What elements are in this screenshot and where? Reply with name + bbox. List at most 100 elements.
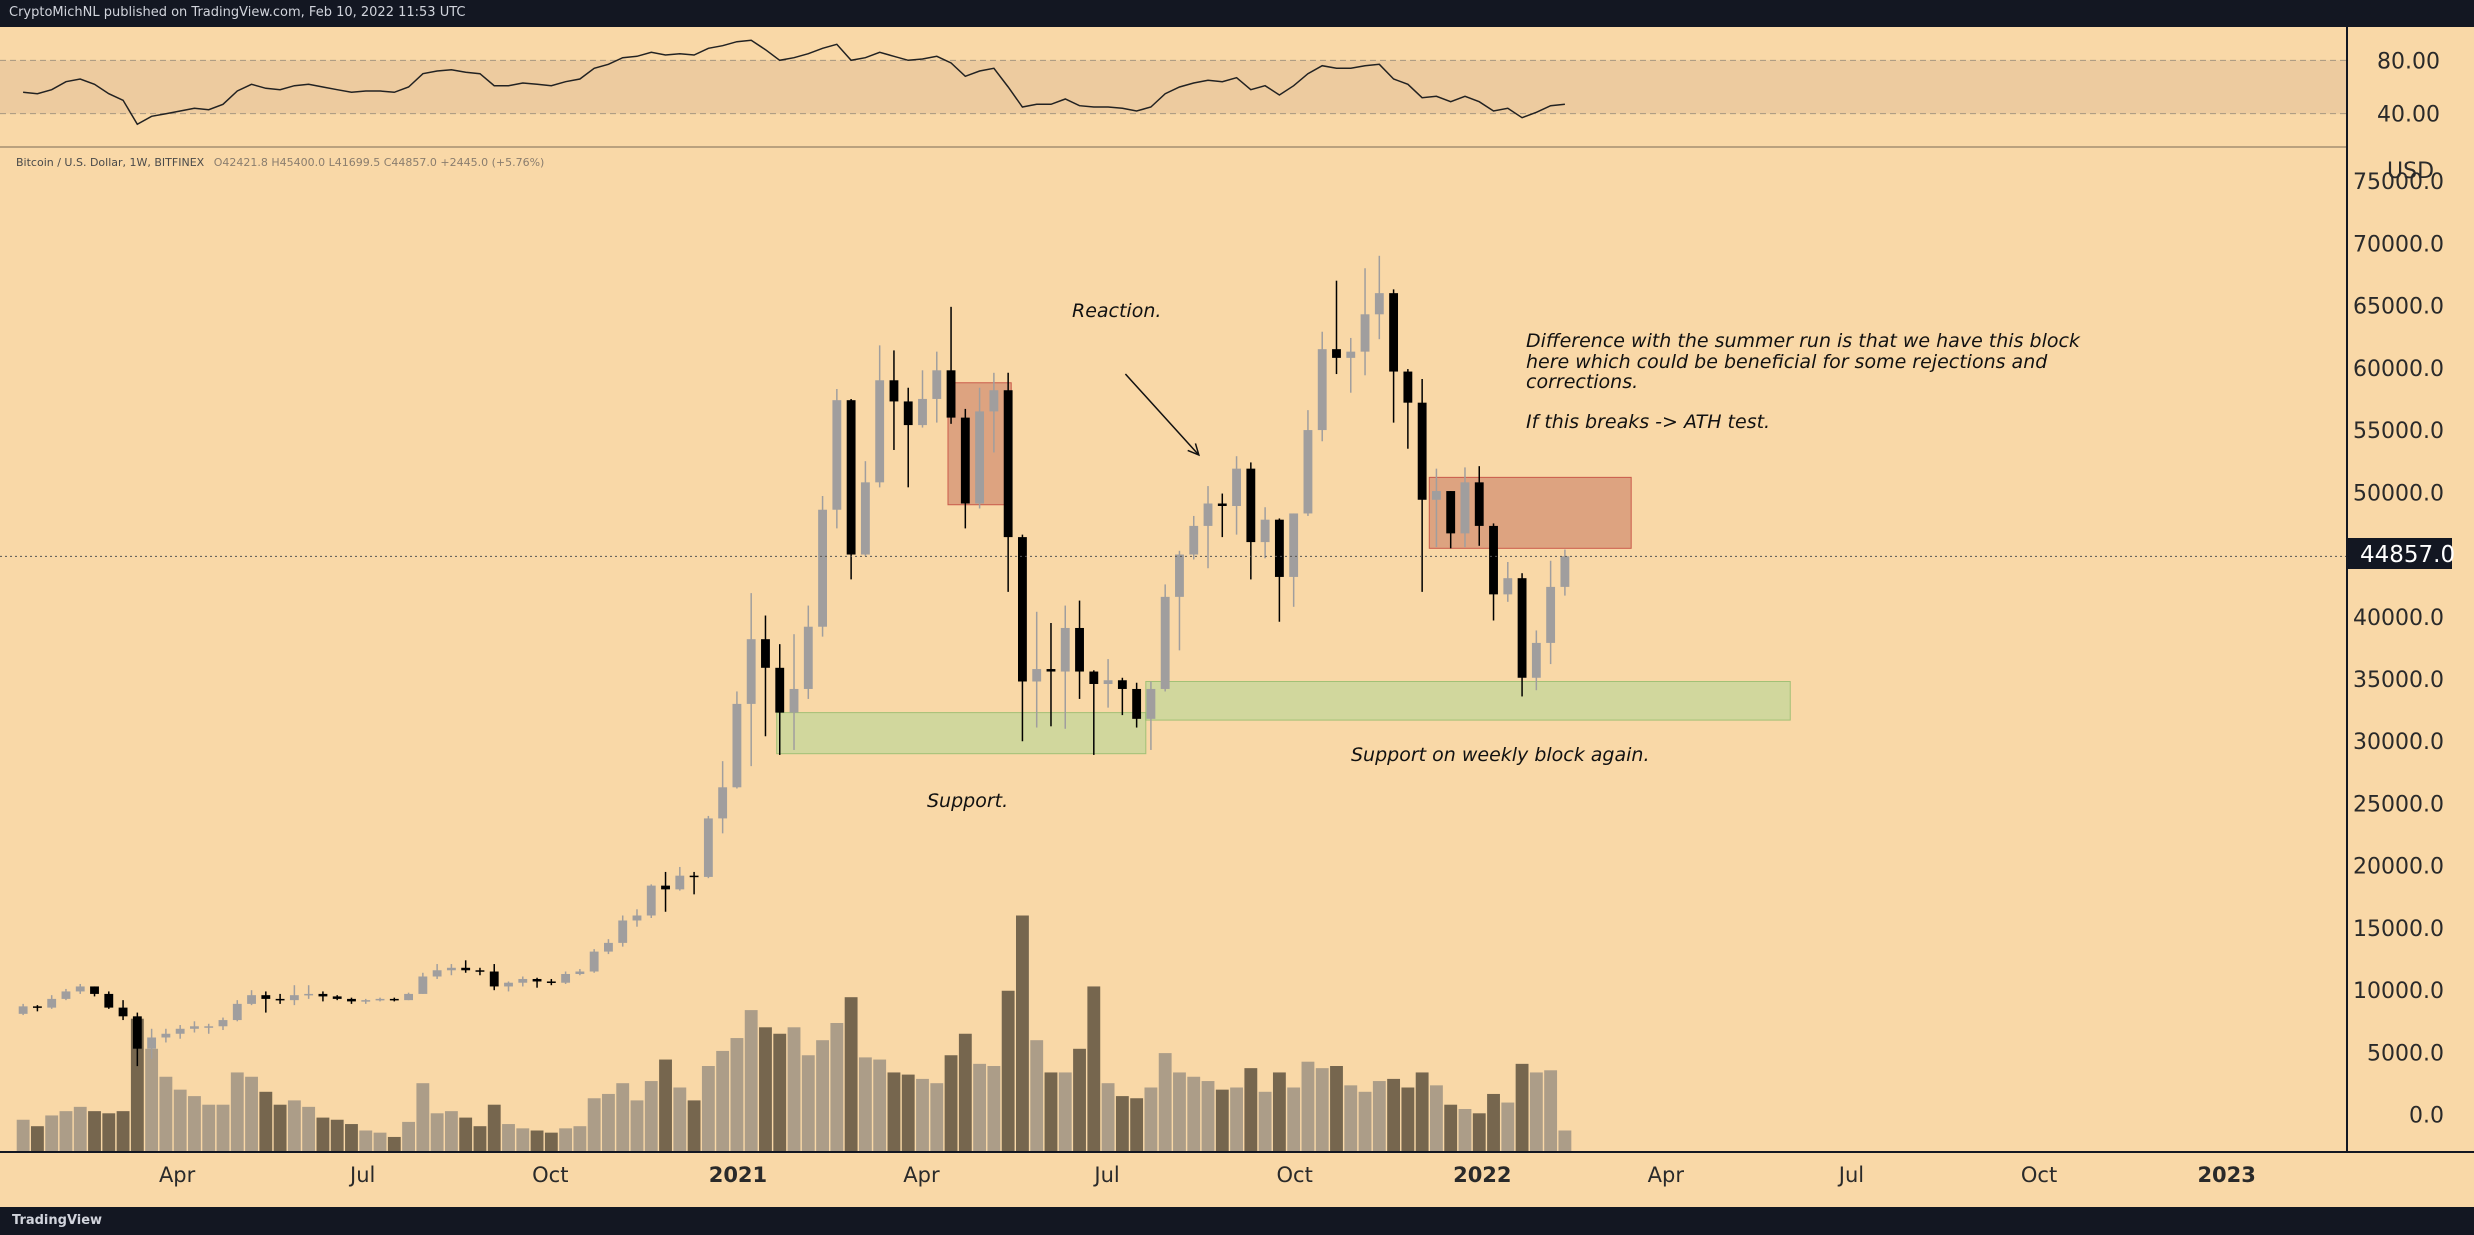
- candle-body: [618, 920, 628, 943]
- candle-body: [389, 998, 399, 1001]
- volume-bar: [730, 1038, 744, 1152]
- candle: [632, 909, 642, 927]
- candle: [732, 691, 742, 789]
- symbol-legend: Bitcoin / U.S. Dollar, 1W, BITFINEX O424…: [16, 156, 544, 169]
- candle: [1417, 379, 1427, 592]
- candle: [304, 985, 314, 999]
- price-tick-label: 15000.0: [2353, 917, 2444, 942]
- candle-body: [604, 942, 613, 952]
- note-line-2: here which could be beneficial for some …: [1526, 351, 2048, 373]
- candle: [1117, 677, 1127, 716]
- candle-body: [718, 787, 728, 819]
- candle-body: [1060, 627, 1070, 672]
- volume-bar: [1201, 1081, 1215, 1152]
- candle: [461, 960, 471, 973]
- volume-bar: [444, 1111, 458, 1152]
- candle-body: [1117, 680, 1127, 689]
- volume-bar: [345, 1124, 358, 1152]
- time-axis[interactable]: Apr Jul Oct 2021 Apr Jul Oct 2022 Apr Jul Oct 2023: [159, 1163, 2256, 1187]
- candle: [1032, 611, 1042, 728]
- candle: [347, 997, 356, 1004]
- candle: [1246, 462, 1256, 580]
- volume-bar: [1444, 1104, 1458, 1152]
- candle: [1232, 456, 1241, 535]
- candle: [860, 461, 870, 556]
- volume-bar: [1515, 1063, 1529, 1152]
- price-tick-label: 50000.0: [2353, 481, 2444, 506]
- candle: [247, 990, 256, 1006]
- candle-body: [532, 978, 542, 982]
- last-price-tag: [2348, 538, 2452, 569]
- candle-body: [946, 370, 956, 418]
- candle-body: [846, 400, 856, 555]
- rsi-tick-label: 80.00: [2377, 49, 2440, 74]
- candle-body: [1246, 468, 1256, 543]
- candle: [775, 644, 785, 755]
- candle-body: [232, 1003, 242, 1021]
- candle-body: [975, 411, 985, 504]
- symbol-name: Bitcoin / U.S. Dollar, 1W, BITFINEX: [16, 156, 205, 169]
- candle: [1374, 255, 1384, 340]
- time-tick-label: 2021: [709, 1163, 767, 1187]
- price-tick-label: 25000.0: [2353, 792, 2444, 817]
- candle: [832, 388, 842, 529]
- volume-bar: [1315, 1068, 1329, 1152]
- volume-bar: [88, 1111, 101, 1152]
- volume-bar: [1158, 1053, 1172, 1152]
- volume-bar: [544, 1132, 558, 1152]
- volume-bar: [987, 1066, 1001, 1152]
- candle: [1289, 513, 1299, 607]
- candle: [1089, 670, 1099, 755]
- volume-bar: [1001, 990, 1015, 1152]
- rsi-axis: 80.00 40.00: [2377, 49, 2440, 127]
- publish-info: CryptoMichNL published on TradingView.co…: [9, 5, 466, 20]
- candle: [589, 949, 599, 973]
- candle-body: [818, 509, 827, 627]
- candle: [1474, 466, 1484, 546]
- candle: [1003, 372, 1013, 592]
- candle: [90, 986, 99, 997]
- volume-bar: [1101, 1083, 1115, 1152]
- volume-bar: [1501, 1102, 1515, 1152]
- candle-body: [446, 967, 456, 971]
- candle-body: [1531, 642, 1541, 678]
- candle-body: [1175, 554, 1184, 597]
- volume-bar: [1016, 915, 1029, 1152]
- candle-body: [1503, 578, 1513, 595]
- candle-body: [1018, 537, 1027, 682]
- volume-bar: [173, 1089, 187, 1152]
- volume-bar: [1358, 1091, 1372, 1152]
- candle-body: [1517, 578, 1527, 678]
- candle: [1132, 682, 1142, 728]
- candle: [1203, 486, 1213, 569]
- candle: [932, 351, 942, 423]
- candle: [1446, 491, 1456, 549]
- volume-bar: [801, 1055, 815, 1152]
- currency-label: USD: [2387, 159, 2434, 184]
- candle-body: [18, 1006, 28, 1014]
- candle: [232, 1000, 242, 1022]
- candle-body: [161, 1033, 171, 1038]
- candle: [989, 372, 999, 453]
- candle-body: [75, 986, 85, 992]
- candle-body: [175, 1028, 185, 1034]
- candle-body: [1303, 430, 1313, 514]
- candle: [618, 915, 628, 947]
- candle: [546, 978, 556, 986]
- candle-body: [746, 639, 756, 704]
- price-tick-label: 35000.0: [2353, 668, 2444, 693]
- candle-body: [932, 370, 942, 399]
- price-tick-label: 0.0: [2409, 1104, 2444, 1129]
- volume-bar: [901, 1074, 915, 1152]
- candle: [846, 398, 856, 580]
- candle: [332, 995, 342, 1001]
- volume-bar: [16, 1119, 30, 1152]
- note-line-1: Difference with the summer run is that w…: [1526, 330, 2081, 352]
- candle: [190, 1021, 199, 1033]
- candle: [1489, 523, 1498, 621]
- volume-bar: [516, 1128, 530, 1152]
- candle-body: [1403, 371, 1413, 403]
- time-tick-label: Oct: [2021, 1163, 2057, 1187]
- candle: [518, 976, 528, 987]
